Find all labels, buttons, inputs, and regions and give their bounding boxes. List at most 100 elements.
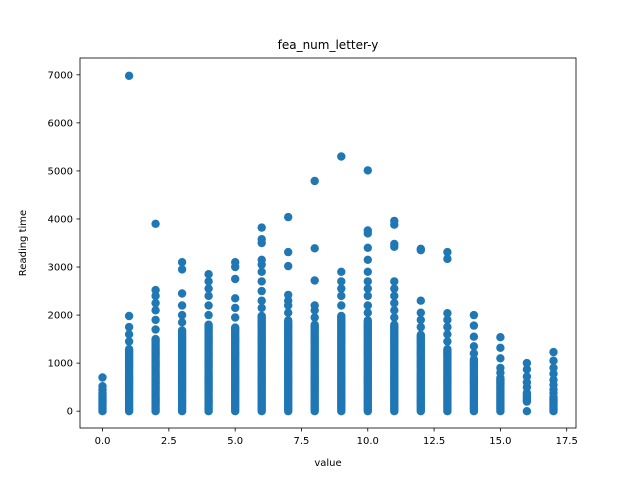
- data-point: [151, 285, 160, 295]
- data-point: [443, 322, 452, 332]
- data-point: [284, 316, 293, 325]
- data-point: [204, 301, 213, 310]
- data-point: [469, 355, 479, 364]
- data-point: [443, 330, 452, 339]
- y-tick-label: 0: [67, 407, 73, 418]
- data-point: [363, 226, 372, 235]
- data-point: [416, 308, 425, 317]
- y-tick-label: 4000: [48, 214, 73, 225]
- data-column: [177, 258, 187, 416]
- data-point: [151, 334, 160, 344]
- data-point: [363, 166, 372, 175]
- x-tick-label: 15.0: [489, 436, 511, 447]
- data-point: [257, 311, 266, 321]
- data-point: [177, 265, 187, 274]
- data-point: [549, 369, 558, 378]
- chart-title: fea_num_letter-y: [278, 38, 379, 52]
- data-point: [177, 301, 187, 310]
- data-point: [284, 261, 293, 271]
- data-point: [522, 358, 532, 368]
- data-column: [549, 347, 558, 416]
- data-point: [443, 247, 452, 257]
- data-point: [284, 296, 293, 305]
- data-column: [469, 310, 479, 416]
- data-point: [257, 296, 266, 305]
- data-point: [151, 306, 160, 315]
- data-point: [231, 313, 240, 322]
- data-point: [310, 313, 319, 322]
- data-column: [522, 358, 532, 416]
- data-point: [337, 152, 346, 161]
- data-column: [363, 166, 372, 416]
- data-point: [390, 320, 399, 329]
- data-point: [124, 330, 134, 339]
- data-point: [257, 223, 266, 232]
- y-tick-label: 5000: [48, 166, 73, 177]
- data-point: [204, 277, 213, 286]
- data-column: [416, 244, 425, 416]
- data-point: [310, 276, 319, 285]
- data-point: [549, 347, 558, 357]
- data-point: [390, 284, 399, 293]
- y-tick-label: 6000: [48, 118, 73, 129]
- data-point: [257, 277, 266, 286]
- y-tick-label: 1000: [48, 359, 73, 370]
- data-point: [124, 337, 134, 346]
- data-point: [496, 354, 505, 363]
- data-point: [231, 294, 240, 303]
- x-tick-label: 0.0: [95, 436, 111, 447]
- data-points: [98, 71, 558, 416]
- data-point: [231, 274, 240, 284]
- data-point: [416, 330, 425, 339]
- data-point: [363, 301, 372, 310]
- data-point: [416, 315, 425, 325]
- data-point: [124, 71, 134, 81]
- data-point: [496, 333, 505, 342]
- data-column: [496, 333, 505, 416]
- data-column: [151, 219, 160, 416]
- data-point: [204, 270, 213, 279]
- data-point: [469, 349, 479, 358]
- data-point: [363, 291, 372, 301]
- data-column: [390, 216, 399, 416]
- data-point: [416, 322, 425, 332]
- data-point: [416, 296, 425, 305]
- data-point: [337, 311, 346, 321]
- data-point: [284, 290, 293, 300]
- data-column: [204, 270, 213, 416]
- data-point: [390, 313, 399, 322]
- data-point: [337, 301, 346, 310]
- data-point: [363, 243, 372, 252]
- data-point: [231, 323, 240, 332]
- y-tick-label: 2000: [48, 311, 73, 322]
- data-column: [124, 71, 134, 416]
- data-point: [98, 382, 107, 391]
- data-point: [204, 291, 213, 301]
- data-point: [363, 284, 372, 293]
- y-tick-label: 7000: [48, 70, 73, 81]
- data-point: [151, 298, 160, 308]
- data-column: [98, 373, 107, 416]
- data-point: [151, 219, 160, 228]
- data-point: [522, 365, 532, 374]
- data-point: [469, 310, 479, 320]
- data-column: [310, 176, 319, 416]
- data-point: [443, 337, 452, 346]
- data-point: [337, 277, 346, 286]
- data-point: [496, 363, 505, 373]
- data-point: [443, 345, 452, 354]
- data-column: [231, 258, 240, 416]
- x-tick-label: 10.0: [357, 436, 379, 447]
- data-point: [177, 318, 187, 327]
- data-point: [151, 325, 160, 334]
- data-point: [257, 286, 266, 296]
- data-point: [310, 244, 319, 253]
- data-point: [363, 316, 372, 325]
- x-tick-label: 17.5: [556, 436, 578, 447]
- data-point: [469, 321, 479, 330]
- data-point: [177, 326, 187, 335]
- data-point: [469, 342, 479, 351]
- data-point: [390, 306, 399, 315]
- data-point: [549, 356, 558, 365]
